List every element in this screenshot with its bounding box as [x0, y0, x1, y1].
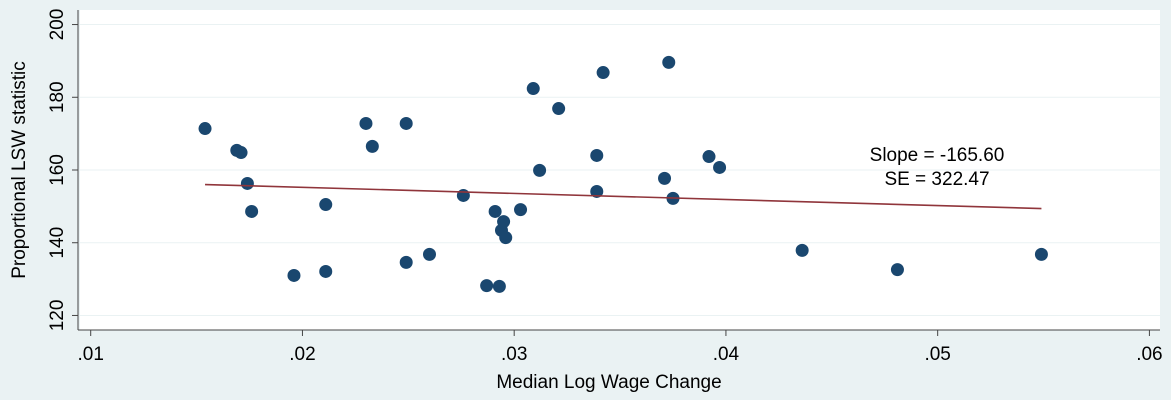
- y-tick-label: 200: [47, 9, 68, 41]
- point: [198, 122, 212, 136]
- point: [499, 231, 513, 245]
- point: [514, 203, 528, 217]
- point: [590, 184, 604, 198]
- fit-line: [205, 183, 1042, 210]
- point: [890, 263, 904, 277]
- point: [795, 243, 809, 257]
- point: [399, 116, 413, 130]
- point: [480, 279, 494, 293]
- point: [319, 264, 333, 278]
- annotation: SE = 322.47: [884, 169, 989, 190]
- point: [245, 204, 259, 218]
- y-tick-label: 120: [47, 300, 68, 332]
- x-tick-label: .01: [77, 344, 103, 365]
- point: [497, 215, 511, 229]
- point: [365, 139, 379, 153]
- point: [552, 102, 566, 116]
- point: [596, 66, 610, 80]
- y-tick-label: 180: [47, 81, 68, 113]
- y-tick-label: 140: [47, 227, 68, 259]
- point: [456, 188, 470, 202]
- annotation: Slope = -165.60: [870, 145, 1005, 166]
- x-tick-label: .02: [289, 344, 315, 365]
- point: [359, 116, 373, 130]
- y-tick-label: 160: [47, 154, 68, 186]
- point: [590, 148, 604, 162]
- point: [240, 176, 254, 190]
- point: [399, 255, 413, 269]
- point: [488, 204, 502, 218]
- x-tick-label: .04: [713, 344, 740, 365]
- x-tick-label: .05: [924, 344, 950, 365]
- point: [234, 146, 248, 160]
- point: [533, 163, 547, 177]
- x-tick-label: .06: [1136, 344, 1162, 365]
- point: [319, 198, 333, 212]
- point: [658, 171, 672, 185]
- point: [287, 268, 301, 282]
- point: [1034, 247, 1048, 261]
- x-tick-label: .03: [501, 344, 527, 365]
- point: [492, 279, 506, 293]
- point: [662, 55, 676, 69]
- x-axis-title: Median Log Wage Change: [496, 372, 721, 393]
- point: [526, 82, 540, 96]
- point: [702, 150, 716, 164]
- y-axis-title: Proportional LSW statistic: [9, 61, 30, 279]
- point: [422, 247, 436, 261]
- point: [713, 160, 727, 174]
